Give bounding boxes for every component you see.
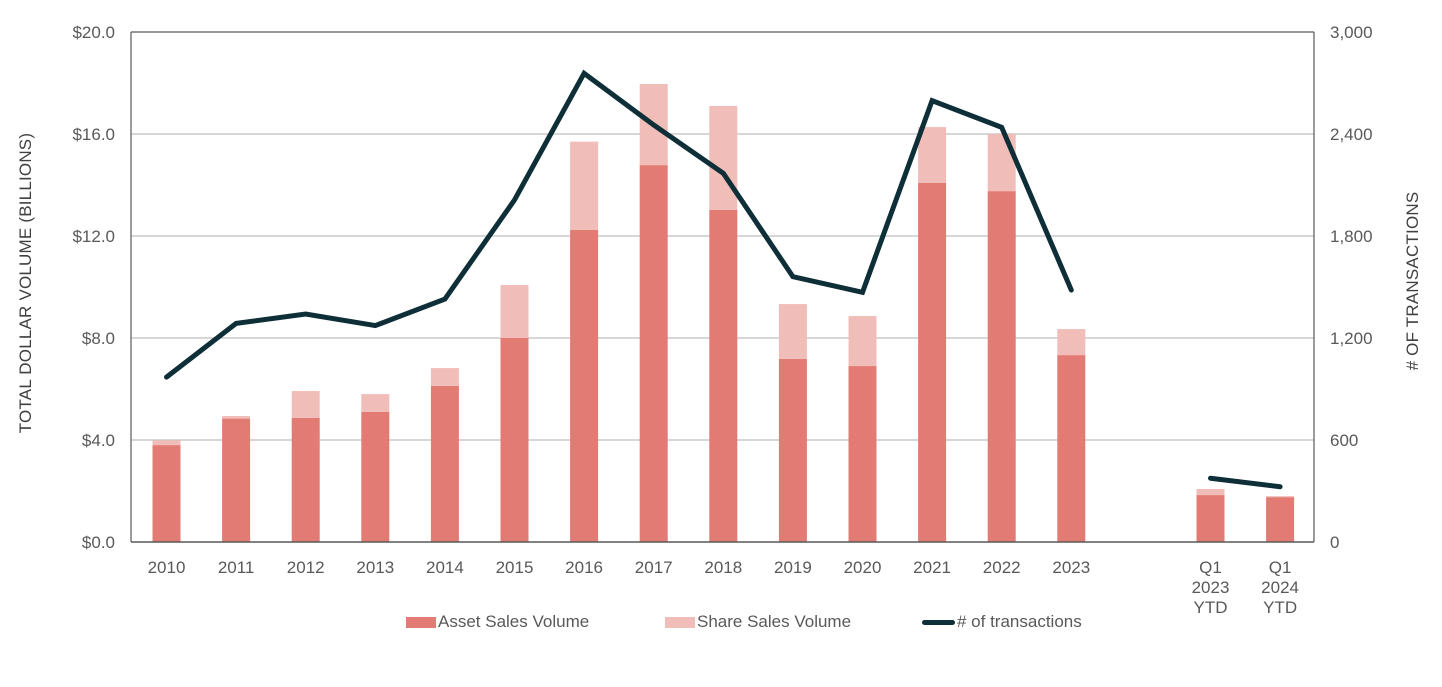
y-tick-label: $20.0: [72, 23, 115, 42]
x-tick-label: 2018: [704, 558, 742, 577]
bar-share-13: [1057, 329, 1086, 356]
bar-asset-1: [222, 418, 251, 542]
bar-asset-4: [430, 385, 459, 542]
bar-share-11: [918, 127, 947, 183]
y-tick-label: $8.0: [82, 329, 115, 348]
line-swatch-icon: [922, 619, 955, 625]
legend-item-asset: Asset Sales Volume: [406, 612, 589, 632]
x-tick-label: 2014: [426, 558, 464, 577]
bar-share-8: [709, 105, 738, 210]
x-tick-label: 2020: [844, 558, 882, 577]
y-tick-label: $4.0: [82, 431, 115, 450]
bar-share-10: [848, 316, 877, 367]
bar-asset-11: [918, 182, 947, 542]
bar-share-1: [222, 416, 251, 419]
x-tick-label: 2015: [496, 558, 534, 577]
y-tick-label: $0.0: [82, 533, 115, 552]
x-tick-label: 2022: [983, 558, 1021, 577]
legend-label-share: Share Sales Volume: [697, 612, 852, 631]
bar-asset-3: [361, 411, 390, 542]
y-axis-title: TOTAL DOLLAR VOLUME (BILLIONS): [16, 133, 35, 433]
x-tick-label: Q1: [1269, 558, 1292, 577]
bar-asset-12: [987, 191, 1016, 542]
y-tick-label: $12.0: [72, 227, 115, 246]
y2-tick-label: 0: [1330, 533, 1339, 552]
bar-asset-9: [778, 358, 807, 542]
bar-share-6: [570, 141, 599, 230]
x-tick-label: 2023: [1192, 578, 1230, 597]
y2-tick-label: 600: [1330, 431, 1358, 450]
x-tick-label: 2016: [565, 558, 603, 577]
bar-asset-13: [1057, 355, 1086, 542]
y2-tick-label: 1,200: [1330, 329, 1373, 348]
bar-asset-6: [570, 229, 599, 542]
bars: [152, 84, 1295, 543]
bar-asset-2: [291, 417, 320, 542]
bar-share-16: [1266, 496, 1295, 498]
line-segment-1: [1208, 475, 1283, 490]
bar-asset-5: [500, 338, 529, 542]
bar-asset-10: [848, 366, 877, 542]
x-tick-label: YTD: [1194, 598, 1228, 617]
bar-asset-16: [1266, 497, 1295, 542]
y2-tick-label: 2,400: [1330, 125, 1373, 144]
bar-asset-0: [152, 445, 181, 542]
y2-axis-ticks: 0 600 1,200 1,800 2,400 3,000: [1330, 23, 1373, 552]
bar-share-2: [291, 391, 320, 418]
x-tick-label: 2019: [774, 558, 812, 577]
x-tick-label: 2011: [218, 558, 255, 577]
y2-axis-title: # OF TRANSACTIONS: [1403, 192, 1422, 371]
y-axis-ticks: $0.0 $4.0 $8.0 $12.0 $16.0 $20.0: [72, 23, 115, 552]
bar-asset-7: [639, 165, 668, 543]
bar-share-3: [361, 394, 390, 412]
bar-asset-15: [1196, 495, 1225, 542]
bar-asset-8: [709, 209, 738, 543]
x-tick-label: 2023: [1052, 558, 1090, 577]
bar-share-12: [987, 134, 1016, 192]
bar-share-0: [152, 440, 181, 446]
x-tick-label: 2012: [287, 558, 325, 577]
share-swatch-icon: [665, 616, 695, 628]
legend-item-share: Share Sales Volume: [665, 612, 851, 632]
asset-swatch-icon: [406, 616, 436, 628]
y-tick-label: $16.0: [72, 125, 115, 144]
x-tick-label: Q1: [1199, 558, 1222, 577]
legend-label-asset: Asset Sales Volume: [438, 612, 590, 631]
x-tick-label: 2013: [356, 558, 394, 577]
y2-tick-label: 3,000: [1330, 23, 1373, 42]
bar-share-15: [1196, 488, 1225, 496]
x-tick-label: 2021: [913, 558, 951, 577]
legend-label-transactions: # of transactions: [957, 612, 1082, 631]
x-tick-label: 2024: [1261, 578, 1299, 597]
bar-share-4: [430, 368, 459, 386]
x-tick-label: YTD: [1263, 598, 1297, 617]
legend-item-transactions: # of transactions: [922, 612, 1082, 632]
x-axis-ticks: 2010 2011 2012 2013 2014 2015 2016 2017 2018 2019…: [148, 558, 1299, 617]
x-tick-label: 2017: [635, 558, 673, 577]
x-tick-label: 2010: [148, 558, 186, 577]
plot-frame: [130, 31, 1315, 543]
transactions-line: [164, 69, 1283, 490]
legend: Asset Sales Volume Share Sales Volume # …: [0, 612, 1442, 634]
line-segment-0: [164, 69, 1074, 380]
bar-share-5: [500, 284, 529, 338]
y2-tick-label: 1,800: [1330, 227, 1373, 246]
bar-share-9: [778, 304, 807, 359]
